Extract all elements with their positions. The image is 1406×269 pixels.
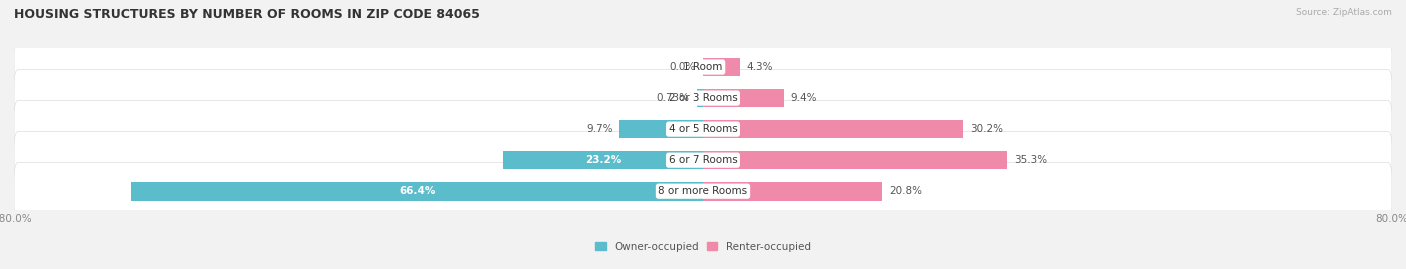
Text: 35.3%: 35.3%: [1014, 155, 1047, 165]
FancyBboxPatch shape: [14, 100, 1392, 158]
FancyBboxPatch shape: [14, 38, 1392, 96]
Text: 0.73%: 0.73%: [657, 93, 690, 103]
Legend: Owner-occupied, Renter-occupied: Owner-occupied, Renter-occupied: [591, 238, 815, 256]
Bar: [620, 120, 703, 139]
Text: 1 Room: 1 Room: [683, 62, 723, 72]
Bar: [703, 151, 1007, 169]
Text: 6 or 7 Rooms: 6 or 7 Rooms: [669, 155, 737, 165]
Text: 20.8%: 20.8%: [889, 186, 922, 196]
Text: 0.0%: 0.0%: [669, 62, 696, 72]
Bar: [697, 89, 703, 107]
FancyBboxPatch shape: [14, 132, 1392, 189]
Text: 2 or 3 Rooms: 2 or 3 Rooms: [669, 93, 737, 103]
Text: Source: ZipAtlas.com: Source: ZipAtlas.com: [1296, 8, 1392, 17]
Text: 9.4%: 9.4%: [790, 93, 817, 103]
Text: 4 or 5 Rooms: 4 or 5 Rooms: [669, 124, 737, 134]
Text: 30.2%: 30.2%: [970, 124, 1002, 134]
Bar: [703, 89, 785, 107]
Text: HOUSING STRUCTURES BY NUMBER OF ROOMS IN ZIP CODE 84065: HOUSING STRUCTURES BY NUMBER OF ROOMS IN…: [14, 8, 479, 21]
Text: 4.3%: 4.3%: [747, 62, 773, 72]
FancyBboxPatch shape: [14, 69, 1392, 127]
Text: 8 or more Rooms: 8 or more Rooms: [658, 186, 748, 196]
Bar: [703, 182, 882, 200]
FancyBboxPatch shape: [14, 162, 1392, 220]
Text: 66.4%: 66.4%: [399, 186, 436, 196]
Text: 9.7%: 9.7%: [586, 124, 613, 134]
Bar: [503, 151, 703, 169]
Bar: [703, 120, 963, 139]
Bar: [131, 182, 703, 200]
Bar: [703, 58, 740, 76]
Text: 23.2%: 23.2%: [585, 155, 621, 165]
